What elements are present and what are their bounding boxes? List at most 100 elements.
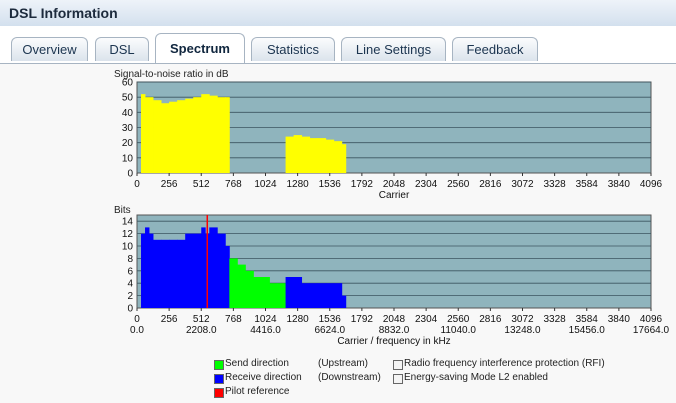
chart-1-y-tick: 14 <box>122 217 134 228</box>
chart-1-freq-tick: 13248.0 <box>504 325 541 336</box>
chart-0-y-tick: 0 <box>127 169 133 180</box>
chart-1-freq-tick: 17664.0 <box>633 325 670 336</box>
receive-direction-label: Receive direction <box>225 372 302 383</box>
chart-0-y-tick: 60 <box>122 78 134 89</box>
tab-statistics[interactable]: Statistics <box>251 37 335 61</box>
chart-0-x-tick: 1536 <box>319 179 342 190</box>
chart-1-y-tick: 12 <box>122 229 134 240</box>
chart-0-x-tick: 3328 <box>544 179 567 190</box>
chart-1-bar <box>245 270 254 308</box>
chart-1-freq-tick: 8832.0 <box>379 325 410 336</box>
chart-1-bar <box>341 295 347 308</box>
tab-feedback[interactable]: Feedback <box>452 37 538 61</box>
chart-1-x-tick: 0 <box>134 314 140 325</box>
chart-1-bar <box>253 277 262 308</box>
chart-1-bar <box>301 283 311 308</box>
chart-0-bar <box>177 100 186 173</box>
pilot-reference-swatch <box>214 388 224 398</box>
chart-1-bar <box>209 227 218 308</box>
chart-0-bar <box>217 97 226 173</box>
chart-0-bar <box>293 135 303 173</box>
chart-0-y-tick: 20 <box>122 138 134 149</box>
bits-chart-title: Bits <box>114 205 131 216</box>
chart-0-x-tick: 1024 <box>254 179 277 190</box>
chart-1-bar <box>225 246 230 308</box>
chart-1-x-tick: 1024 <box>254 314 277 325</box>
chart-1-x-tick: 1280 <box>287 314 310 325</box>
chart-0-x-tick: 4096 <box>640 179 663 190</box>
send-direction-swatch <box>214 360 224 370</box>
chart-0-bar <box>201 94 210 173</box>
chart-1-bar <box>217 233 226 308</box>
chart-1-bar <box>201 227 206 308</box>
chart-1-x-tick: 768 <box>225 314 242 325</box>
tab-overview[interactable]: Overview <box>11 37 88 61</box>
chart-1-x-axis-label: Carrier / frequency in kHz <box>337 336 450 347</box>
chart-1-x-tick: 2048 <box>383 314 406 325</box>
chart-0-bar <box>193 97 202 173</box>
chart-0-bar <box>161 103 170 173</box>
chart-0-x-tick: 2048 <box>383 179 406 190</box>
chart-0-x-tick: 768 <box>225 179 242 190</box>
tab-line-settings[interactable]: Line Settings <box>341 37 446 61</box>
chart-1-y-tick: 2 <box>127 291 133 302</box>
chart-1-bar <box>169 239 178 308</box>
chart-1-bar <box>317 283 327 308</box>
chart-1-bar <box>153 239 162 308</box>
chart-1-bar <box>285 277 295 308</box>
chart-1-x-tick: 2560 <box>447 314 470 325</box>
chart-1-x-tick: 2304 <box>415 314 438 325</box>
chart-0-x-tick: 256 <box>161 179 178 190</box>
chart-1-bar <box>229 258 238 308</box>
chart-0-bar <box>309 138 319 173</box>
chart-0-x-tick: 0 <box>134 179 140 190</box>
chart-1-bar <box>149 233 154 308</box>
chart-1-x-tick: 256 <box>161 314 178 325</box>
chart-1-freq-tick: 0.0 <box>130 325 144 336</box>
tab-spectrum[interactable]: Spectrum <box>155 33 245 63</box>
chart-0-bar <box>169 101 178 173</box>
chart-1-x-tick: 3840 <box>608 314 631 325</box>
chart-1-x-tick: 4096 <box>640 314 663 325</box>
receive-direction-swatch <box>214 374 224 384</box>
rfi-checkbox <box>393 360 403 370</box>
chart-1-bar <box>237 264 246 308</box>
chart-0-x-tick: 1792 <box>351 179 374 190</box>
tab-divider <box>0 63 676 64</box>
chart-0-x-tick: 3840 <box>608 179 631 190</box>
pilot-reference-label: Pilot reference <box>225 386 290 397</box>
tab-dsl[interactable]: DSL <box>95 37 149 61</box>
chart-0-bar <box>317 138 327 173</box>
chart-0-y-tick: 50 <box>122 93 134 104</box>
chart-0-x-tick: 2304 <box>415 179 438 190</box>
chart-1-bar <box>177 239 186 308</box>
chart-1-bar <box>161 239 170 308</box>
chart-0-bar <box>141 94 146 173</box>
chart-1-bar <box>277 283 286 308</box>
chart-0-x-tick: 512 <box>193 179 210 190</box>
chart-0-bar <box>333 141 343 173</box>
chart-0-bar <box>325 139 335 173</box>
chart-0-y-tick: 10 <box>122 153 134 164</box>
chart-0-y-tick: 40 <box>122 108 134 119</box>
chart-0-x-axis-label: Carrier <box>379 190 410 201</box>
chart-0-x-tick: 3072 <box>511 179 534 190</box>
chart-1-bar <box>145 227 150 308</box>
chart-0-bar <box>153 100 162 173</box>
chart-0-bar <box>225 97 230 173</box>
chart-0-bar <box>341 144 347 173</box>
snr-chart-title: Signal-to-noise ratio in dB <box>114 69 229 80</box>
chart-1-freq-tick: 15456.0 <box>569 325 606 336</box>
chart-0-x-tick: 1280 <box>287 179 310 190</box>
downstream-label: (Downstream) <box>318 372 381 383</box>
l2-mode-checkbox <box>393 374 403 384</box>
tab-bar: Overview DSL Spectrum Statistics Line Se… <box>0 26 676 64</box>
chart-0-x-tick: 2816 <box>479 179 502 190</box>
chart-1-freq-tick: 4416.0 <box>250 325 281 336</box>
chart-0-bar <box>285 136 295 173</box>
chart-1-bar <box>293 277 303 308</box>
chart-1-y-tick: 8 <box>127 254 133 265</box>
chart-0-y-tick: 30 <box>122 123 134 134</box>
chart-1-x-tick: 1792 <box>351 314 374 325</box>
